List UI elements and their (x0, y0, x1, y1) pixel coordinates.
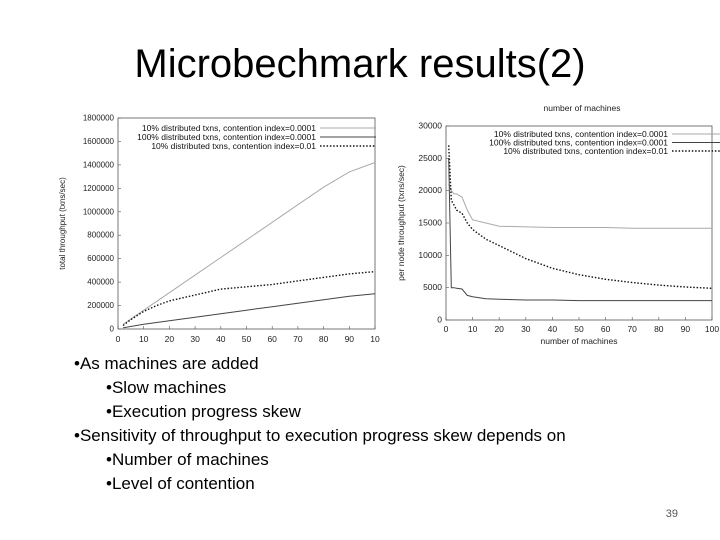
y-axis-label: per node throughput (txns/sec) (396, 165, 406, 281)
series-line (122, 162, 376, 325)
y-tick-label: 200000 (87, 301, 114, 310)
y-tick-label: 0 (437, 315, 442, 325)
series-line (448, 184, 712, 229)
x-tick-label: 0 (116, 334, 121, 344)
y-tick-label: 0 (110, 325, 115, 334)
legend-label: 100% distributed txns, contention index=… (489, 138, 668, 148)
y-tick-label: 15000 (418, 218, 442, 228)
x-tick-label: 80 (654, 324, 664, 334)
y-tick-label: 25000 (418, 153, 442, 163)
series-line (123, 293, 376, 329)
chart-total-throughput: 0 200000 400000 600000 800000 1000000 1200000 1… (58, 114, 380, 345)
x-tick-label: 100 (705, 324, 719, 334)
x-tick-label: 70 (293, 334, 303, 344)
legend-label: 10% distributed txns, contention index=0… (503, 146, 668, 156)
bullet-item: •Sensitivity of throughput to execution … (74, 426, 566, 445)
legend-label: 10% distributed txns, contention index=0… (142, 123, 316, 133)
y-tick-label: 400000 (87, 278, 114, 287)
y-axis-label: total throughput (txns/sec) (58, 177, 67, 270)
x-axis-label: number of machines (540, 336, 617, 346)
series-line (122, 270, 376, 327)
series-line (448, 158, 712, 302)
x-tick-label: 50 (574, 324, 584, 334)
slide-title: Microbechmark results(2) (134, 42, 586, 86)
y-tick-label: 1200000 (83, 184, 115, 193)
x-tick-label: 80 (319, 334, 329, 344)
plot-frame (117, 117, 376, 330)
sub-bullet-item: •Execution progress skew (106, 402, 301, 421)
sub-bullet-item: •Number of machines (106, 450, 269, 469)
bullet-item: •As machines are added (74, 354, 259, 373)
x-tick-label: 60 (601, 324, 611, 334)
bullet-list: •As machines are added •Slow machines •E… (74, 352, 566, 496)
y-tick-label: 1600000 (83, 137, 115, 146)
x-tick-label: 20 (165, 334, 175, 344)
x-tick-label: 10 (139, 334, 149, 344)
x-tick-label: 40 (548, 324, 558, 334)
x-tick-label: 50 (242, 334, 252, 344)
x-tick-label: 20 (494, 324, 504, 334)
x-tick-label: 30 (190, 334, 200, 344)
sub-bullet-item: •Level of contention (106, 474, 255, 493)
y-tick-label: 30000 (418, 121, 442, 131)
sub-bullet-item: •Slow machines (106, 378, 227, 397)
x-tick-label: 60 (267, 334, 277, 344)
legend-label: 100% distributed txns, contention index=… (137, 132, 316, 142)
legend-label: 10% distributed txns, contention index=0… (494, 129, 668, 139)
y-tick-label: 600000 (87, 254, 114, 263)
x-tick-label: 70 (627, 324, 637, 334)
x-tick-label: 30 (521, 324, 531, 334)
y-tick-label: 800000 (87, 231, 114, 240)
y-tick-label: 1000000 (83, 207, 115, 216)
y-tick-label: 5000 (423, 282, 442, 292)
y-tick-label: 1400000 (83, 160, 115, 169)
plot-frame (445, 125, 713, 321)
chart-title: number of machines (543, 103, 620, 113)
x-tick-label: 90 (345, 334, 355, 344)
y-tick-label: 10000 (418, 250, 442, 260)
series-line (448, 145, 713, 289)
x-tick-label: 0 (444, 324, 449, 334)
y-tick-label: 1800000 (83, 114, 115, 123)
page-number: 39 (665, 508, 678, 520)
legend-label: 10% distributed txns, contention index=0… (151, 141, 316, 151)
x-tick-label: 90 (681, 324, 691, 334)
x-tick-label: 10 (468, 324, 478, 334)
x-tick-label: 10 (370, 334, 380, 344)
chart-per-node-throughput: 0 5000 10000 15000 20000 25000 30000 0 10 20 30 40 5… (396, 103, 720, 346)
x-tick-label: 40 (216, 334, 226, 344)
y-tick-label: 20000 (418, 185, 442, 195)
